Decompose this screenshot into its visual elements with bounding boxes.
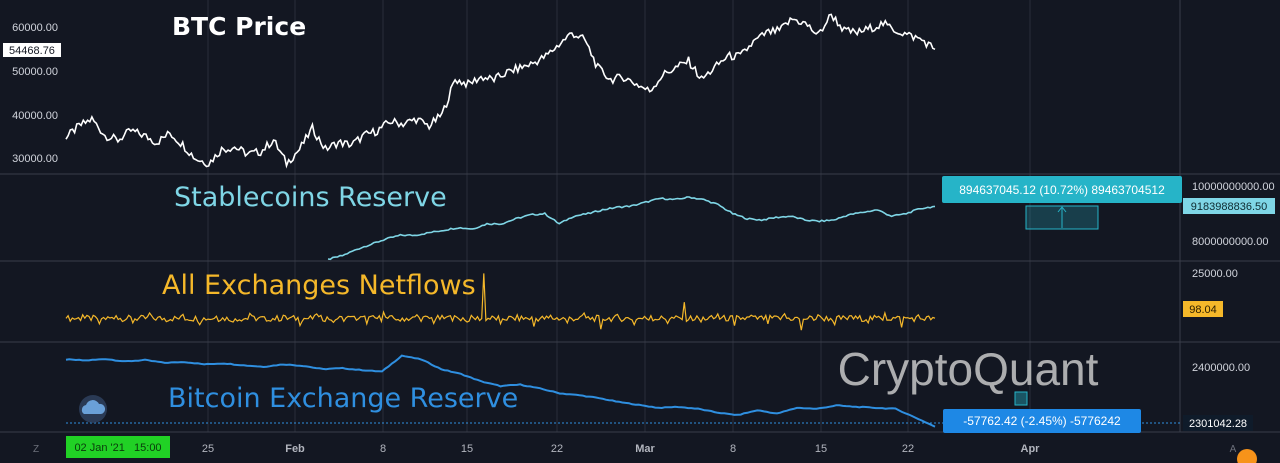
auto-scale-button[interactable]: A — [1230, 444, 1237, 455]
x-tick-label: Mar — [635, 443, 655, 455]
x-tick-label: Feb — [285, 443, 305, 455]
btc-last-value-badge — [3, 43, 61, 57]
y-tick-label: 8000000000.00 — [1192, 236, 1268, 248]
reserve-last-value: 2301042.28 — [1189, 418, 1247, 430]
y-tick-label: 50000.00 — [12, 66, 58, 78]
reserve-measure-box[interactable] — [1014, 391, 1028, 406]
btc-y-axis: 60000.00 50000.00 40000.00 30000.00 — [12, 22, 58, 165]
pane-title-btc-price: BTC Price — [172, 12, 306, 41]
stablecoins-last-value: 9183988836.50 — [1191, 201, 1267, 213]
y-tick-label: 10000000000.00 — [1192, 181, 1275, 193]
y-tick-label: 25000.00 — [1192, 268, 1238, 280]
pane-title-exchange-netflows: All Exchanges Netflows — [162, 270, 476, 301]
stablecoins-reserve-line — [327, 196, 936, 261]
grid-lines — [207, 0, 1031, 432]
x-tick-label: 25 — [202, 443, 214, 455]
measure-arrow-head-icon — [1057, 206, 1067, 213]
exchange-reserve-line — [65, 354, 936, 428]
x-tick-label: Apr — [1021, 443, 1041, 455]
pane-dividers — [0, 0, 1280, 433]
pane-title-stablecoins-reserve: Stablecoins Reserve — [174, 182, 447, 213]
cryptoquant-watermark: CryptoQuant — [838, 343, 1099, 395]
pane-title-exchange-reserve: Bitcoin Exchange Reserve — [168, 383, 518, 414]
crosshair-date-badge — [66, 436, 170, 458]
y-tick-label: 40000.00 — [12, 110, 58, 122]
cloud-icon[interactable] — [79, 395, 107, 423]
stablecoins-measure-label: 894637045.12 (10.72%) 89463704512 — [959, 183, 1165, 197]
y-tick-label: 2400000.00 — [1192, 362, 1250, 374]
netflows-last-value-badge — [1183, 301, 1223, 317]
x-tick-label: 22 — [551, 443, 563, 455]
exchange-netflows-line — [65, 273, 936, 331]
btc-last-value: 54468.76 — [9, 45, 55, 57]
right-y-axis: 10000000000.00 8000000000.00 25000.00 24… — [1192, 181, 1275, 374]
y-tick-label: 30000.00 — [12, 153, 58, 165]
zoom-corner-button[interactable]: Z — [33, 444, 39, 455]
crosshair-date: 02 Jan '21 15:00 — [74, 442, 161, 454]
btc-price-line — [65, 13, 936, 169]
orange-logo-icon — [1237, 449, 1257, 463]
reserve-measure-label: -57762.42 (-2.45%) -5776242 — [963, 414, 1121, 428]
x-axis: 25 Feb 8 15 22 Mar 8 15 22 Apr — [202, 443, 1040, 455]
y-tick-label: 60000.00 — [12, 22, 58, 34]
netflows-last-value: 98.04 — [1189, 304, 1217, 316]
stablecoins-measure-tooltip — [942, 176, 1182, 203]
reserve-last-value-badge — [1183, 415, 1253, 431]
x-tick-label: 15 — [815, 443, 827, 455]
x-tick-label: 8 — [380, 443, 386, 455]
x-tick-label: 15 — [461, 443, 473, 455]
x-tick-label: 22 — [902, 443, 914, 455]
x-tick-label: 8 — [730, 443, 736, 455]
reserve-measure-tooltip — [943, 409, 1141, 433]
stablecoins-last-value-badge — [1183, 198, 1275, 214]
